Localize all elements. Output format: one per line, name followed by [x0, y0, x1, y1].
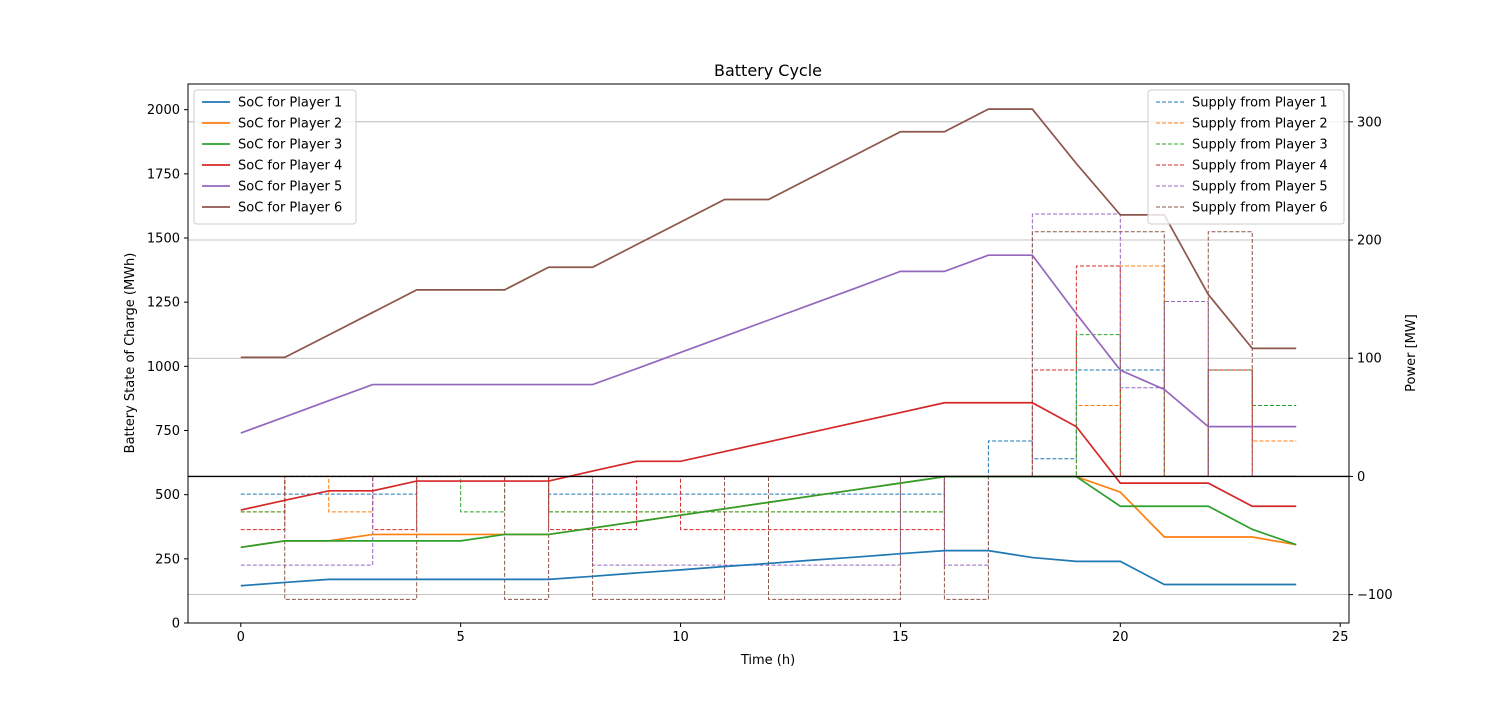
supply-legend-label: Supply from Player 1: [1192, 96, 1328, 111]
chart-title: Battery Cycle: [714, 61, 822, 80]
y-left-tick-label: 1000: [147, 360, 180, 375]
y-right-tick-label: 100: [1357, 352, 1382, 367]
y-left-tick-label: 2000: [147, 103, 180, 118]
y-left-tick-label: 750: [155, 424, 180, 439]
x-tick-label: 5: [457, 630, 465, 645]
y-left-tick-label: 1250: [147, 296, 180, 311]
x-tick-label: 10: [672, 630, 689, 645]
supply-legend: Supply from Player 1 Supply from Player 2…: [1147, 89, 1345, 225]
soc-legend-label: SoC for Player 6: [238, 201, 342, 216]
soc-legend-label: SoC for Player 2: [238, 117, 342, 132]
soc-legend-label: SoC for Player 4: [238, 159, 342, 174]
x-tick-label: 15: [892, 630, 909, 645]
soc-line-player-1: [240, 549, 1297, 587]
supply-legend-box: [1147, 89, 1345, 225]
x-axis-label: Time (h): [740, 653, 795, 668]
y-left-tick-label: 1750: [147, 167, 180, 182]
soc-legend-label: SoC for Player 5: [238, 180, 342, 195]
x-tick-label: 20: [1112, 630, 1129, 645]
soc-line-player-3: [240, 475, 1297, 549]
supply-legend-label: Supply from Player 3: [1192, 138, 1328, 153]
y-right-tick-label: −100: [1357, 588, 1393, 603]
supply-legend-label: Supply from Player 5: [1192, 180, 1328, 195]
x-tick-label: 0: [237, 630, 245, 645]
supply-line-player-6: [240, 231, 1297, 600]
plot-frame: [187, 83, 1350, 624]
soc-legend: SoC for Player 1 SoC for Player 2 SoC for …: [193, 89, 357, 225]
soc-legend-box: [193, 89, 357, 225]
y-right-tick-label: 200: [1357, 234, 1382, 249]
y-right-tick-label: 0: [1357, 470, 1365, 485]
soc-line-player-4: [240, 401, 1297, 511]
x-tick-label: 25: [1332, 630, 1349, 645]
y-axis-right-label: Power [MW]: [1404, 314, 1419, 392]
y-left-tick-label: 1500: [147, 232, 180, 247]
soc-legend-label: SoC for Player 3: [238, 138, 342, 153]
soc-line-player-5: [240, 254, 1297, 434]
supply-legend-label: Supply from Player 4: [1192, 159, 1328, 174]
y-left-tick-label: 250: [155, 552, 180, 567]
supply-legend-label: Supply from Player 2: [1192, 117, 1328, 132]
soc-line-player-6: [240, 108, 1297, 359]
y-axis-left-label: Battery State of Charge (MWh): [123, 253, 138, 454]
supply-legend-label: Supply from Player 6: [1192, 201, 1328, 216]
y-right-tick-label: 300: [1357, 115, 1382, 130]
y-left-tick-label: 0: [172, 617, 180, 632]
y-left-tick-label: 500: [155, 488, 180, 503]
soc-legend-label: SoC for Player 1: [238, 96, 342, 111]
